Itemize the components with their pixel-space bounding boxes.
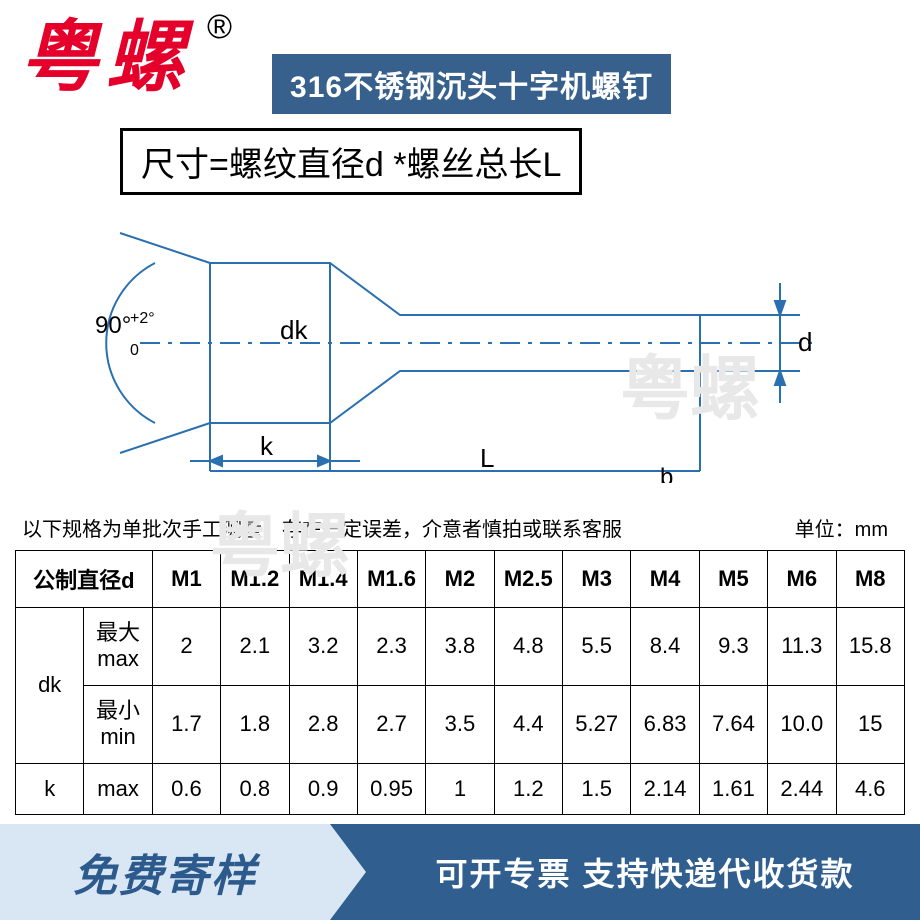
cell: 2 [152,608,220,686]
cell: 1.2 [494,763,562,814]
cell: 0.9 [289,763,357,814]
col-h: M6 [768,551,836,608]
note-right: 单位：mm [795,513,888,542]
cell: 0.95 [357,763,425,814]
registered-mark: ® [207,10,240,44]
banner-left-text: 免费寄样 [73,840,257,904]
cell: 2.1 [221,608,289,686]
svg-text:+2°: +2° [130,310,155,327]
cell: 11.3 [768,608,836,686]
svg-text:0: 0 [130,342,139,359]
spec-table: 公制直径d M1 M1.2 M1.4 M1.6 M2 M2.5 M3 M4 M5… [15,550,905,815]
size-formula-box: 尺寸=螺纹直径d *螺丝总长L [120,128,582,195]
col-h: M2.5 [494,551,562,608]
brand-text: 粤螺 [20,13,192,101]
cell: 4.8 [494,608,562,686]
col-h: M1.4 [289,551,357,608]
cell: 5.27 [563,685,631,763]
note-left: 以下规格为单批次手工测量，存在一定误差，介意者慎拍或联系客服 [22,513,622,542]
col-h: M1 [152,551,220,608]
cell: 5.5 [563,608,631,686]
brand-logo: 粤螺 ® [20,18,192,96]
k-label: k [260,431,274,461]
cell: 3.8 [426,608,494,686]
screw-svg: 90° +2° 0 dk k L d b [60,223,880,483]
cell: 6.83 [631,685,699,763]
col-h: M8 [836,551,905,608]
col-h: M1.2 [221,551,289,608]
cell: 8.4 [631,608,699,686]
cell: 9.3 [699,608,767,686]
cell: 15 [836,685,905,763]
table-row: k max 0.6 0.8 0.9 0.95 1 1.2 1.5 2.14 1.… [16,763,905,814]
header-row: 粤螺 ® 316不锈钢沉头十字机螺钉 [0,0,920,114]
cell: 2.14 [631,763,699,814]
table-header-row: 公制直径d M1 M1.2 M1.4 M1.6 M2 M2.5 M3 M4 M5… [16,551,905,608]
cell: 4.4 [494,685,562,763]
bottom-banner: 免费寄样 可开专票 支持快递代收货款 [0,824,920,920]
cell: 1.8 [221,685,289,763]
row-group-dk: dk [16,608,84,764]
row-group-k: k [16,763,84,814]
cell: 15.8 [836,608,905,686]
col-h: M2 [426,551,494,608]
row-sub-max: 最大max [84,608,152,686]
row-sub-kmax: max [84,763,152,814]
col-h: M1.6 [357,551,425,608]
angle-label: 90° [95,312,131,339]
banner-right-text: 可开专票 支持快递代收货款 [436,849,855,895]
cell: 0.8 [221,763,289,814]
cell: 7.64 [699,685,767,763]
d-label: d [798,327,812,357]
banner-right: 可开专票 支持快递代收货款 [330,824,920,920]
col-h: M3 [563,551,631,608]
cell: 2.3 [357,608,425,686]
cell: 0.6 [152,763,220,814]
header-label: 公制直径d [16,551,153,608]
col-h: M4 [631,551,699,608]
table-row: 最小min 1.7 1.8 2.8 2.7 3.5 4.4 5.27 6.83 … [16,685,905,763]
table-row: dk 最大max 2 2.1 3.2 2.3 3.8 4.8 5.5 8.4 9… [16,608,905,686]
col-h: M5 [699,551,767,608]
cell: 2.7 [357,685,425,763]
cell: 3.2 [289,608,357,686]
dk-label: dk [280,315,308,345]
cell: 2.8 [289,685,357,763]
row-sub-min: 最小min [84,685,152,763]
cell: 1 [426,763,494,814]
cell: 10.0 [768,685,836,763]
L-label: L [480,443,494,473]
cell: 1.5 [563,763,631,814]
cell: 2.44 [768,763,836,814]
b-label: b [660,464,673,483]
cell: 4.6 [836,763,905,814]
table-note-row: 以下规格为单批次手工测量，存在一定误差，介意者慎拍或联系客服 单位：mm [0,513,920,550]
banner-left: 免费寄样 [0,824,330,920]
screw-diagram: 粤螺 [60,223,920,483]
cell: 1.61 [699,763,767,814]
product-title-badge: 316不锈钢沉头十字机螺钉 [272,54,671,114]
cell: 3.5 [426,685,494,763]
cell: 1.7 [152,685,220,763]
